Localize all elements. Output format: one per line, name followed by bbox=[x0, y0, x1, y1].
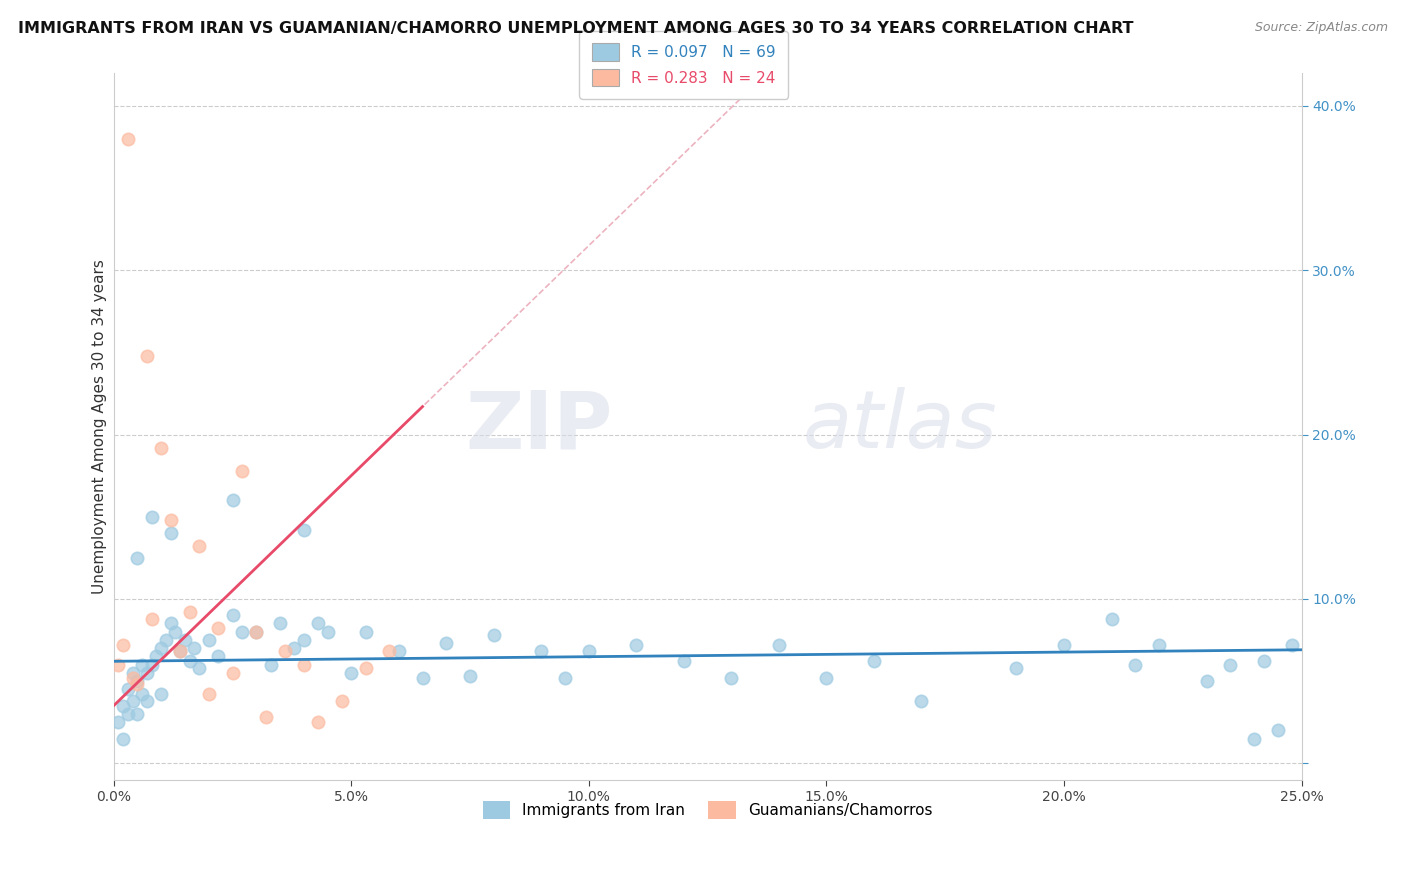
Point bbox=[354, 624, 377, 639]
Point bbox=[1219, 657, 1241, 672]
Point bbox=[269, 616, 291, 631]
Point bbox=[127, 550, 149, 565]
Point bbox=[254, 710, 277, 724]
Point bbox=[768, 638, 790, 652]
Point bbox=[292, 657, 315, 672]
Point bbox=[354, 661, 377, 675]
Point bbox=[1101, 611, 1123, 625]
Point bbox=[183, 641, 205, 656]
Point bbox=[159, 526, 181, 541]
Point bbox=[121, 665, 143, 680]
Point bbox=[458, 669, 481, 683]
Point bbox=[197, 632, 219, 647]
Point bbox=[141, 611, 163, 625]
Point bbox=[245, 624, 267, 639]
Point bbox=[910, 694, 932, 708]
Point bbox=[307, 616, 329, 631]
Point bbox=[815, 671, 838, 685]
Point bbox=[221, 608, 243, 623]
Text: IMMIGRANTS FROM IRAN VS GUAMANIAN/CHAMORRO UNEMPLOYMENT AMONG AGES 30 TO 34 YEAR: IMMIGRANTS FROM IRAN VS GUAMANIAN/CHAMOR… bbox=[18, 21, 1133, 36]
Point bbox=[259, 657, 281, 672]
Text: ZIP: ZIP bbox=[465, 387, 613, 466]
Point bbox=[672, 654, 695, 668]
Text: Source: ZipAtlas.com: Source: ZipAtlas.com bbox=[1254, 21, 1388, 34]
Point bbox=[107, 657, 129, 672]
Point bbox=[412, 671, 434, 685]
Point bbox=[530, 644, 553, 658]
Point bbox=[720, 671, 742, 685]
Point bbox=[388, 644, 411, 658]
Point bbox=[330, 694, 353, 708]
Point bbox=[1195, 673, 1218, 688]
Point bbox=[316, 624, 339, 639]
Point bbox=[127, 706, 149, 721]
Point bbox=[141, 509, 163, 524]
Point bbox=[136, 665, 159, 680]
Point bbox=[159, 616, 181, 631]
Point bbox=[221, 665, 243, 680]
Point bbox=[121, 694, 143, 708]
Point bbox=[1281, 638, 1303, 652]
Point bbox=[127, 677, 149, 691]
Point bbox=[131, 687, 153, 701]
Point bbox=[107, 715, 129, 730]
Point bbox=[307, 715, 329, 730]
Point bbox=[434, 636, 457, 650]
Point bbox=[245, 624, 267, 639]
Point bbox=[207, 649, 229, 664]
Point bbox=[150, 641, 173, 656]
Point bbox=[231, 624, 253, 639]
Text: atlas: atlas bbox=[803, 387, 997, 466]
Point bbox=[131, 657, 153, 672]
Point bbox=[174, 632, 197, 647]
Point bbox=[292, 632, 315, 647]
Point bbox=[150, 441, 173, 455]
Point bbox=[188, 539, 211, 553]
Legend: Immigrants from Iran, Guamanians/Chamorros: Immigrants from Iran, Guamanians/Chamorr… bbox=[477, 795, 939, 825]
Point bbox=[863, 654, 886, 668]
Point bbox=[578, 644, 600, 658]
Point bbox=[340, 665, 363, 680]
Point bbox=[169, 644, 191, 658]
Point bbox=[136, 694, 159, 708]
Point bbox=[1123, 657, 1146, 672]
Point bbox=[1147, 638, 1170, 652]
Point bbox=[117, 682, 139, 697]
Point bbox=[482, 628, 505, 642]
Point bbox=[117, 132, 139, 146]
Point bbox=[127, 673, 149, 688]
Point bbox=[145, 649, 167, 664]
Point bbox=[1005, 661, 1028, 675]
Point bbox=[179, 654, 201, 668]
Point bbox=[221, 493, 243, 508]
Point bbox=[165, 624, 187, 639]
Point bbox=[1243, 731, 1265, 746]
Point bbox=[112, 638, 135, 652]
Point bbox=[169, 644, 191, 658]
Point bbox=[283, 641, 305, 656]
Point bbox=[207, 622, 229, 636]
Point bbox=[179, 605, 201, 619]
Point bbox=[197, 687, 219, 701]
Point bbox=[117, 706, 139, 721]
Point bbox=[141, 657, 163, 672]
Point bbox=[155, 632, 177, 647]
Point bbox=[188, 661, 211, 675]
Point bbox=[159, 513, 181, 527]
Point bbox=[292, 523, 315, 537]
Point bbox=[1267, 723, 1289, 738]
Point bbox=[1253, 654, 1275, 668]
Point bbox=[231, 464, 253, 478]
Point bbox=[1053, 638, 1076, 652]
Point bbox=[274, 644, 297, 658]
Point bbox=[112, 698, 135, 713]
Point bbox=[112, 731, 135, 746]
Point bbox=[150, 687, 173, 701]
Point bbox=[136, 349, 159, 363]
Point bbox=[378, 644, 401, 658]
Y-axis label: Unemployment Among Ages 30 to 34 years: Unemployment Among Ages 30 to 34 years bbox=[93, 259, 107, 594]
Point bbox=[626, 638, 648, 652]
Point bbox=[121, 671, 143, 685]
Point bbox=[554, 671, 576, 685]
